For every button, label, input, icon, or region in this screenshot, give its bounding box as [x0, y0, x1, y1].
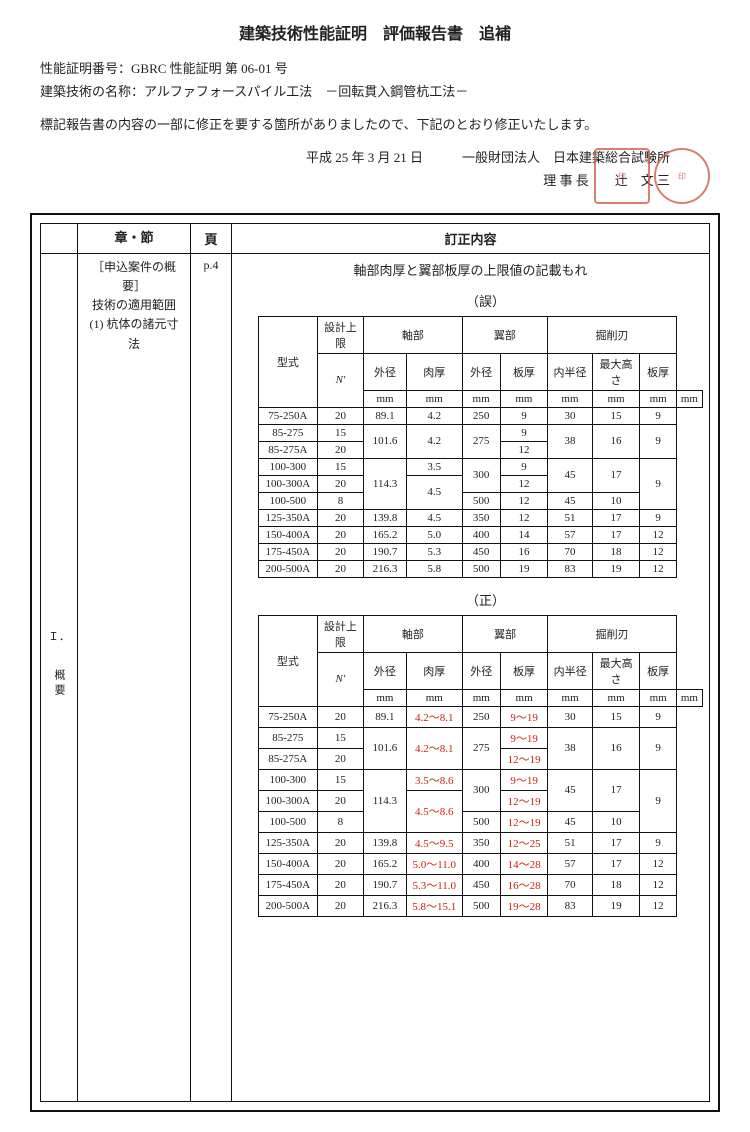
outer-table: 章・節 頁 訂正内容 Ｉ． 概要 ［申込案件の概要］ 技術の適用範囲 (1) 杭…	[40, 223, 710, 1102]
seal-round-icon: 印	[654, 148, 710, 204]
new-table-container: 型式設計上限軸部翼部掘削刃N'外径肉厚外径板厚内半径最大高さ板厚mmmmmmmm…	[238, 615, 703, 917]
incorrect-label: （誤）	[268, 291, 703, 310]
correction-desc: 軸部肉厚と翼部板厚の上限値の記載もれ	[238, 260, 703, 279]
old-table-container: 型式設計上限軸部翼部掘削刃N'外径肉厚外径板厚内半径最大高さ板厚mmmmmmmm…	[238, 316, 703, 578]
seal-group: 印 印	[594, 148, 710, 204]
content-cell: 軸部肉厚と翼部板厚の上限値の記載もれ （誤） 型式設計上限軸部翼部掘削刃N'外径…	[232, 253, 710, 1101]
page-cell: p.4	[191, 253, 232, 1101]
content-frame: 章・節 頁 訂正内容 Ｉ． 概要 ［申込案件の概要］ 技術の適用範囲 (1) 杭…	[30, 213, 720, 1112]
body-row: Ｉ． 概要 ［申込案件の概要］ 技術の適用範囲 (1) 杭体の諸元寸法 p.4 …	[41, 253, 710, 1101]
director-label: 理 事 長	[543, 173, 589, 188]
chapter-header: 章・節	[78, 224, 191, 254]
spec-table: 型式設計上限軸部翼部掘削刃N'外径肉厚外径板厚内半径最大高さ板厚mmmmmmmm…	[258, 316, 703, 578]
section-label: 概要	[51, 644, 67, 724]
seal-icon: 印	[594, 148, 650, 204]
tech-value: アルファフォースパイル工法 －回転貫入鋼管杭工法－	[144, 84, 468, 99]
cert-label: 性能証明番号：	[40, 61, 131, 76]
date-line: 平成 25 年 3 月 21 日 一般財団法人 日本建築総合試験所	[30, 147, 670, 166]
chapter-cell: ［申込案件の概要］ 技術の適用範囲 (1) 杭体の諸元寸法	[78, 253, 191, 1101]
tech-line: 建築技術の名称：アルファフォースパイル工法 －回転貫入鋼管杭工法－	[40, 81, 720, 100]
document-title: 建築技術性能証明 評価報告書 追補	[30, 20, 720, 44]
cert-value: GBRC 性能証明 第 06-01 号	[131, 61, 288, 76]
cert-line: 性能証明番号：GBRC 性能証明 第 06-01 号	[40, 58, 720, 77]
page-header: 頁	[191, 224, 232, 254]
date: 平成 25 年 3 月 21 日	[306, 150, 423, 165]
section-roman: Ｉ．	[47, 628, 71, 644]
correction-notice: 標記報告書の内容の一部に修正を要する箇所がありましたので、下記のとおり修正いたし…	[40, 114, 720, 133]
spec-table: 型式設計上限軸部翼部掘削刃N'外径肉厚外径板厚内半径最大高さ板厚mmmmmmmm…	[258, 615, 703, 917]
correction-header: 訂正内容	[232, 224, 710, 254]
tech-label: 建築技術の名称：	[40, 84, 144, 99]
blank-header	[41, 224, 78, 254]
director-line: 理 事 長 辻 文 三 印 印	[30, 170, 670, 189]
header-row: 章・節 頁 訂正内容	[41, 224, 710, 254]
correct-label: （正）	[268, 590, 703, 609]
section-cell: Ｉ． 概要	[41, 253, 78, 1101]
